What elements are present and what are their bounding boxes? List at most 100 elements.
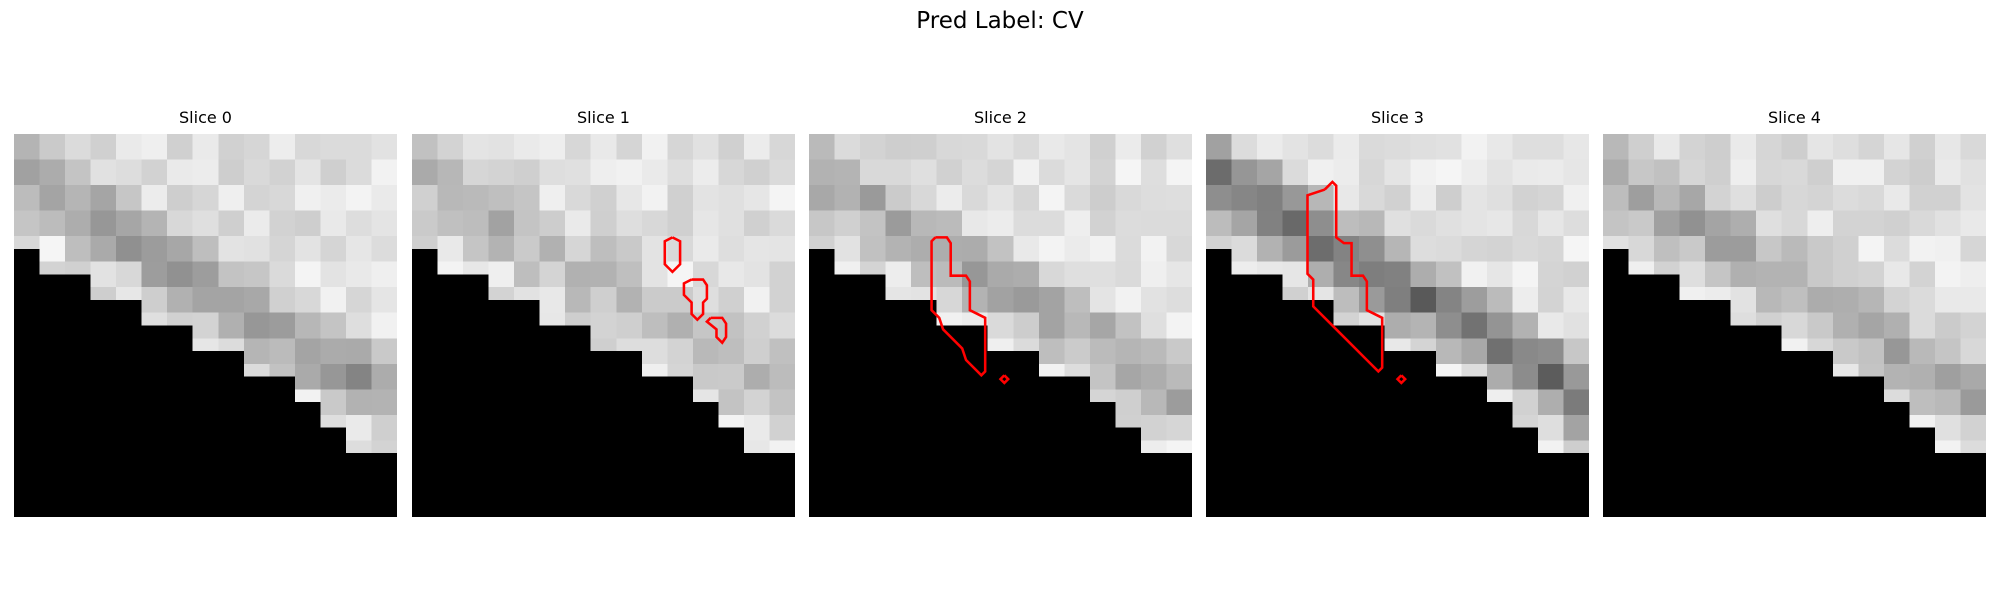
image-pixel (167, 287, 194, 314)
image-pixel (1537, 210, 1564, 237)
image-pixel (1486, 134, 1513, 161)
image-pixel (718, 363, 745, 390)
image-pixel (1257, 134, 1284, 161)
image-pixel (1461, 312, 1488, 339)
image-pixel (463, 236, 490, 263)
image-pixel (294, 185, 321, 212)
image-pixel (1832, 287, 1859, 314)
image-pixel (769, 287, 795, 314)
image-pixel (1166, 210, 1192, 237)
image-pixel (1333, 210, 1360, 237)
image-pixel (412, 185, 439, 212)
image-pixel (320, 210, 347, 237)
image-pixel (743, 287, 770, 314)
image-pixel (1781, 210, 1808, 237)
image-pixel (936, 287, 963, 314)
image-pixel (1038, 261, 1065, 288)
image-pixel (514, 210, 541, 237)
image-pixel (1308, 236, 1335, 263)
image-pixel (1537, 414, 1564, 441)
image-pixel (1730, 210, 1757, 237)
image-pixel (371, 261, 397, 288)
image-pixel (1858, 236, 1885, 263)
image-pixel (1308, 210, 1335, 237)
slice-image (412, 134, 795, 517)
image-pixel (641, 338, 668, 365)
image-pixel (1756, 185, 1783, 212)
prediction-contour (704, 316, 728, 345)
image-pixel (1832, 236, 1859, 263)
image-pixel (1883, 287, 1910, 314)
image-pixel (1781, 261, 1808, 288)
image-pixel (1563, 236, 1589, 263)
image-pixel (345, 134, 372, 161)
image-pixel (1435, 312, 1462, 339)
image-pixel (192, 287, 219, 314)
image-pixel (590, 312, 617, 339)
image-pixel (488, 210, 515, 237)
image-pixel (1257, 185, 1284, 212)
image-pixel (320, 312, 347, 339)
image-pixel (1537, 236, 1564, 263)
image-pixel (39, 134, 66, 161)
image-pixel (1038, 236, 1065, 263)
image-pixel (667, 185, 694, 212)
image-pixel (590, 185, 617, 212)
image-pixel (345, 210, 372, 237)
image-pixel (1140, 236, 1167, 263)
image-pixel (1435, 210, 1462, 237)
image-pixel (1512, 210, 1539, 237)
image-pixel (192, 261, 219, 288)
image-pixel (269, 287, 296, 314)
image-pixel (1628, 185, 1655, 212)
image-pixel (769, 159, 795, 186)
image-pixel (1166, 185, 1192, 212)
image-pixel (1960, 185, 1986, 212)
image-pixel (1832, 134, 1859, 161)
image-pixel (1756, 287, 1783, 314)
image-pixel (1679, 236, 1706, 263)
image-pixel (1115, 287, 1142, 314)
image-pixel (1960, 159, 1986, 186)
image-pixel (1807, 287, 1834, 314)
image-pixel (294, 210, 321, 237)
image-pixel (769, 338, 795, 365)
image-pixel (1537, 185, 1564, 212)
image-pixel (1934, 389, 1961, 416)
image-pixel (1960, 414, 1986, 441)
slice-image (1603, 134, 1986, 517)
image-pixel (987, 287, 1014, 314)
image-pixel (667, 210, 694, 237)
image-pixel (1064, 261, 1091, 288)
image-pixel (65, 159, 92, 186)
image-pixel (1038, 210, 1065, 237)
image-pixel (616, 287, 643, 314)
image-pixel (616, 210, 643, 237)
image-pixel (1166, 261, 1192, 288)
image-pixel (65, 210, 92, 237)
image-pixel (1140, 414, 1167, 441)
image-pixel (1756, 159, 1783, 186)
image-pixel (1308, 134, 1335, 161)
image-pixel (987, 261, 1014, 288)
image-pixel (1563, 414, 1589, 441)
image-pixel (1435, 287, 1462, 314)
image-pixel (1909, 287, 1936, 314)
image-pixel (1166, 363, 1192, 390)
image-pixel (437, 185, 464, 212)
image-pixel (1038, 159, 1065, 186)
image-pixel (1140, 389, 1167, 416)
image-pixel (539, 261, 566, 288)
image-pixel (1909, 363, 1936, 390)
image-pixel (218, 210, 245, 237)
image-pixel (1563, 287, 1589, 314)
image-pixel (718, 134, 745, 161)
image-pixel (345, 287, 372, 314)
image-pixel (1934, 338, 1961, 365)
image-pixel (565, 287, 592, 314)
image-pixel (1333, 134, 1360, 161)
image-pixel (1282, 134, 1309, 161)
image-pixel (1730, 134, 1757, 161)
image-pixel (1628, 236, 1655, 263)
image-pixel (1308, 185, 1335, 212)
